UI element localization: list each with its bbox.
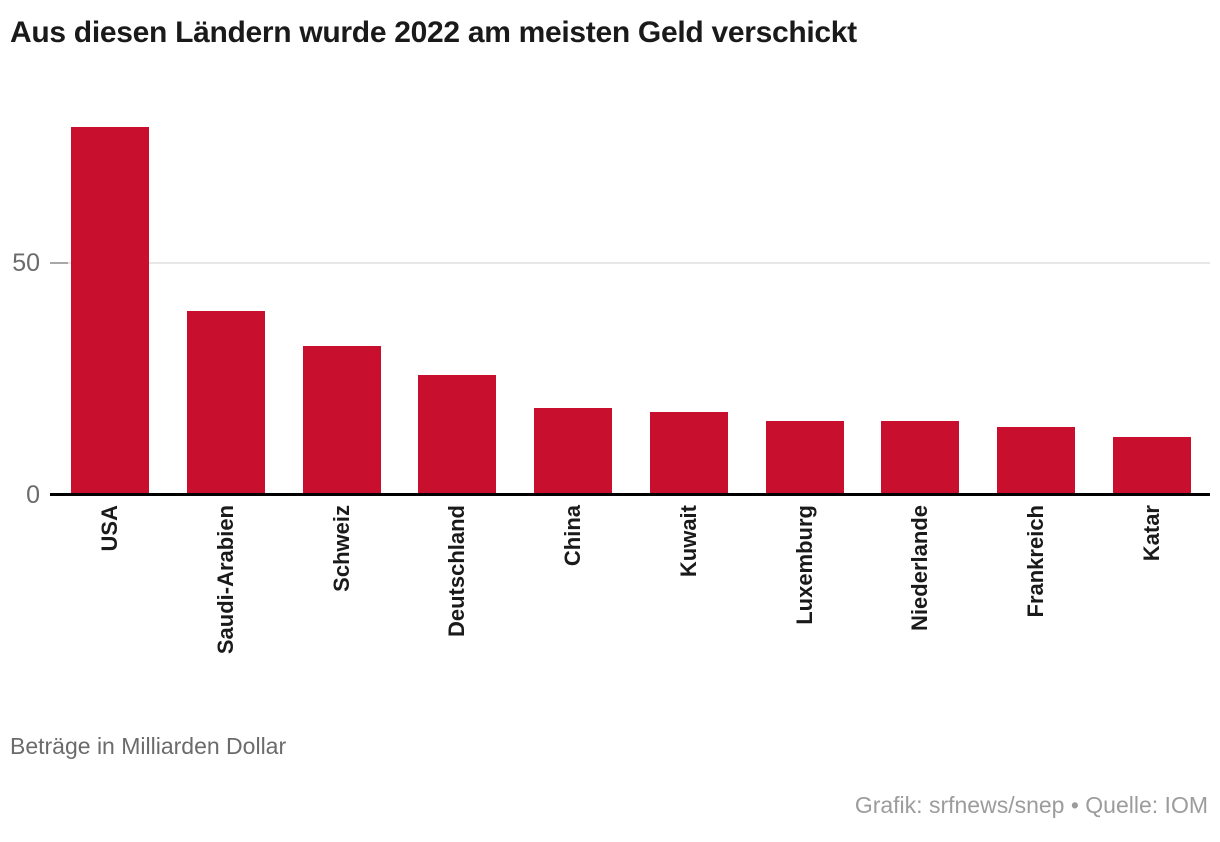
gridline-50 [50,262,1210,264]
y-axis-tick-50: 50 [12,249,40,277]
bar-frankreich [997,427,1075,493]
bar-niederlande [881,421,959,493]
x-axis-label-text: Schweiz [329,505,354,592]
bar-deutschland [418,375,496,493]
x-axis-label-text: China [560,505,585,567]
bar-katar [1113,437,1191,493]
x-axis-label-text: Saudi-Arabien [213,505,238,655]
x-axis-baseline [50,493,1210,496]
chart-credit: Grafik: srfnews/snep • Quelle: IOM [854,792,1208,818]
bar-kuwait [650,412,728,493]
x-axis-label-text: Luxemburg [792,505,817,625]
chart-footnote: Beträge in Milliarden Dollar [10,733,287,759]
tick-mark-50 [50,262,68,264]
bar-schweiz [303,346,381,493]
x-axis-label-text: Niederlande [907,505,932,631]
bar-luxemburg [766,421,844,493]
x-axis-label-text: Katar [1139,505,1164,562]
bar-china [534,408,612,493]
bar-usa [71,127,149,493]
x-axis-label-text: Deutschland [444,505,469,638]
x-axis-label-text: USA [97,505,122,552]
bar-saudi-arabien [187,311,265,493]
x-axis-label-text: Kuwait [676,505,701,578]
y-axis-tick-0: 0 [26,481,40,509]
page-title: Aus diesen Ländern wurde 2022 am meisten… [10,16,857,49]
x-axis-label-text: Frankreich [1023,505,1048,618]
